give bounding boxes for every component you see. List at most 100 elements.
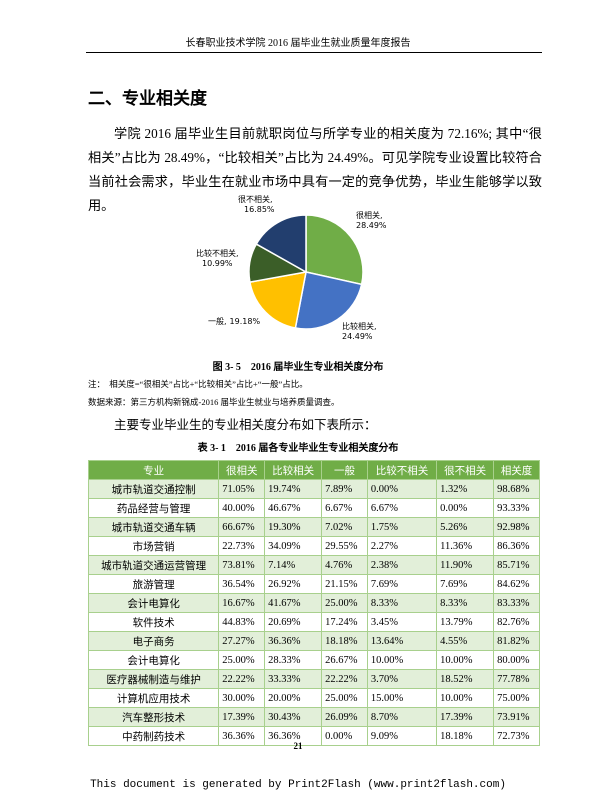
table-cell: 81.82% (493, 631, 540, 651)
table-cell: 36.36% (264, 726, 323, 746)
table-cell: 3.70% (366, 669, 438, 689)
figure-note: 注： 相关度=“很相关”占比+“比较相关”占比+“一般”占比。 (88, 379, 308, 389)
slice-name: 比较不相关, (196, 248, 239, 258)
table-cell: 16.67% (218, 593, 266, 613)
table-row: 软件技术 44.83% 20.69% 17.24% 3.45% 13.79% 82.76% (87, 612, 540, 632)
table-cell: 19.30% (264, 517, 323, 537)
section-title: 二、专业相关度 (88, 89, 207, 109)
table-cell: 22.22% (321, 669, 368, 689)
table-cell: 98.68% (493, 479, 540, 499)
table-row: 汽车整形技术 17.39% 30.43% 26.09% 8.70% 17.39% 73.91… (87, 707, 540, 727)
table-cell: 0.00% (366, 479, 438, 499)
table-row: 城市轨道交通控制 71.05% 19.74% 7.89% 0.00% 1.32% 98.68… (87, 479, 540, 499)
table-cell: 中药制药技术 (87, 726, 220, 746)
table-cell: 汽车整形技术 (87, 707, 220, 727)
table-cell: 84.62% (493, 574, 540, 594)
table-row: 会计电算化 25.00% 28.33% 26.67% 10.00% 10.00% 80.00… (87, 650, 540, 670)
table-cell: 20.69% (264, 612, 323, 632)
table-cell: 13.79% (436, 612, 495, 632)
table-cell: 19.74% (264, 479, 323, 499)
slice-label: 比较不相关, 10.99% (196, 248, 239, 268)
slice-value: 19.18% (230, 317, 261, 326)
table-cell: 71.05% (218, 479, 266, 499)
header-cell: 很相关 (218, 460, 266, 480)
table-row: 城市轨道交通运营管理 73.81% 7.14% 4.76% 2.38% 11.90% 85.… (87, 555, 540, 575)
table-cell: 会计电算化 (87, 650, 220, 670)
table-cell: 25.00% (218, 650, 266, 670)
table-cell: 1.32% (436, 479, 495, 499)
table-row: 医疗器械制造与维护 22.22% 33.33% 22.22% 3.70% 18.52% 77… (87, 669, 540, 689)
table-cell: 29.55% (321, 536, 368, 556)
table-cell: 5.26% (436, 517, 495, 537)
slice-name: 很不相关, (238, 194, 273, 204)
pie-chart: 很相关, 28.49% 比较相关, 24.49% 一般, 19.18% 比较不相关, 10.9… (196, 194, 387, 341)
table-cell: 85.71% (493, 555, 540, 575)
table-cell: 93.33% (493, 498, 540, 518)
pie-slice (294, 271, 363, 330)
header-row: 专业 很相关 比较相关 一般 比较不相关 很不相关 相关度 (87, 460, 540, 480)
table-cell: 会计电算化 (87, 593, 220, 613)
table: 专业 很相关 比较相关 一般 比较不相关 很不相关 相关度 城市轨道交通控制 71.05% 19.… (87, 460, 540, 746)
header-cell: 比较不相关 (366, 460, 438, 480)
table-cell: 9.09% (366, 726, 438, 746)
table-cell: 7.69% (366, 574, 438, 594)
table-cell: 药品经营与管理 (87, 498, 220, 518)
table-cell: 11.90% (436, 555, 495, 575)
table-caption: 表 3- 1 2016 届各专业毕业生专业相关度分布 (197, 443, 399, 454)
table-cell: 15.00% (366, 688, 438, 708)
slice-label: 一般, 19.18% (208, 316, 260, 326)
slice-name: 比较相关, (342, 321, 377, 331)
table-cell: 市场营销 (87, 536, 220, 556)
table-cell: 17.39% (218, 707, 266, 727)
table-cell: 2.27% (366, 536, 438, 556)
table-cell: 80.00% (493, 650, 540, 670)
pie-slice (305, 214, 364, 286)
table-cell: 旅游管理 (87, 574, 220, 594)
table-cell: 4.76% (321, 555, 368, 575)
table-cell: 21.15% (321, 574, 368, 594)
table-cell: 72.73% (493, 726, 540, 746)
header-cell: 专业 (87, 460, 220, 480)
table-cell: 2.38% (366, 555, 438, 575)
pie-slice (249, 271, 307, 329)
slice-name: 很相关, (356, 210, 383, 220)
table-cell: 4.55% (436, 631, 495, 651)
table-cell: 30.00% (218, 688, 266, 708)
table-cell: 25.00% (321, 593, 368, 613)
table-cell: 83.33% (493, 593, 540, 613)
page-number: 21 (293, 741, 303, 751)
table-cell: 18.18% (321, 631, 368, 651)
slice-value: 24.49% (342, 332, 373, 341)
table-cell: 86.36% (493, 536, 540, 556)
header-cell: 很不相关 (436, 460, 495, 480)
table-cell: 城市轨道交通运营管理 (87, 555, 220, 575)
table-cell: 医疗器械制造与维护 (87, 669, 220, 689)
table-row: 会计电算化 16.67% 41.67% 25.00% 8.33% 8.33% 83.33% (87, 593, 540, 613)
table-cell: 73.81% (218, 555, 266, 575)
table-cell: 17.24% (321, 612, 368, 632)
table-cell: 34.09% (264, 536, 323, 556)
table-cell: 7.02% (321, 517, 368, 537)
table-cell: 8.33% (366, 593, 438, 613)
header-rule (86, 52, 542, 53)
slice-label: 很相关, 28.49% (356, 210, 387, 230)
table-cell: 82.76% (493, 612, 540, 632)
table-cell: 软件技术 (87, 612, 220, 632)
intro-text: 主要专业毕业生的专业相关度分布如下表所示： (114, 418, 377, 432)
table-cell: 36.36% (264, 631, 323, 651)
table-cell: 7.69% (436, 574, 495, 594)
table-cell: 6.67% (321, 498, 368, 518)
table-cell: 25.00% (321, 688, 368, 708)
table-cell: 8.33% (436, 593, 495, 613)
table-cell: 30.43% (264, 707, 323, 727)
table-row: 城市轨道交通车辆 66.67% 19.30% 7.02% 1.75% 5.26% 92.98… (87, 517, 540, 537)
header-cell: 一般 (321, 460, 368, 480)
table-cell: 36.36% (218, 726, 266, 746)
figure-note: 数据来源：第三方机构新锦成-2016 届毕业生就业与培养质量调查。 (88, 397, 340, 407)
table-cell: 33.33% (264, 669, 323, 689)
table-cell: 27.27% (218, 631, 266, 651)
table-row: 中药制药技术 36.36% 36.36% 0.00% 9.09% 18.18% 72.73% (87, 726, 540, 746)
slice-value: 28.49% (356, 221, 387, 230)
header-title: 长春职业技术学院 2016 届毕业生就业质量年度报告 (185, 38, 411, 49)
